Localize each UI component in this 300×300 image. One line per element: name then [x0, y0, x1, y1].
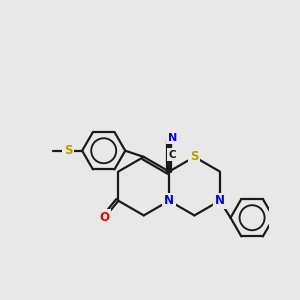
Text: S: S — [64, 144, 73, 157]
Text: S: S — [190, 150, 199, 164]
Text: N: N — [215, 194, 225, 207]
Text: C: C — [168, 150, 176, 160]
Text: O: O — [100, 211, 110, 224]
Text: N: N — [164, 194, 174, 207]
Text: N: N — [167, 133, 177, 142]
